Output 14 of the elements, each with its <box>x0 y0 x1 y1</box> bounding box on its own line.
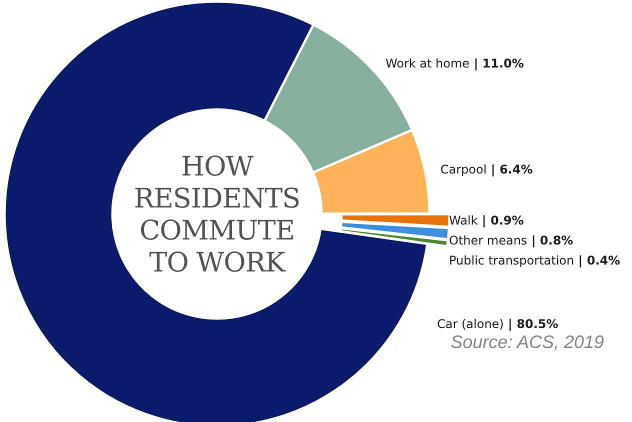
data-label: | 6.4% <box>486 162 533 176</box>
source-note: Source: ACS, 2019 <box>450 332 604 352</box>
slice-label: Walk <box>449 214 478 228</box>
slice-label: Car (alone) <box>437 317 504 332</box>
data-label: | 0.4% <box>574 254 620 268</box>
slice-label: Carpool <box>440 162 487 176</box>
data-label: | 0.9% <box>478 214 524 228</box>
data-label: | 80.5% <box>504 317 558 332</box>
slice-label: Other means <box>449 234 528 248</box>
slice-label: Public transportation <box>449 254 574 268</box>
data-label: | 0.8% <box>527 234 574 248</box>
data-label: | 11.0% <box>470 56 524 71</box>
text: HOW RESIDENTS COMMUTE TO WORK <box>134 151 300 278</box>
slice-label: Work at home <box>385 56 470 71</box>
